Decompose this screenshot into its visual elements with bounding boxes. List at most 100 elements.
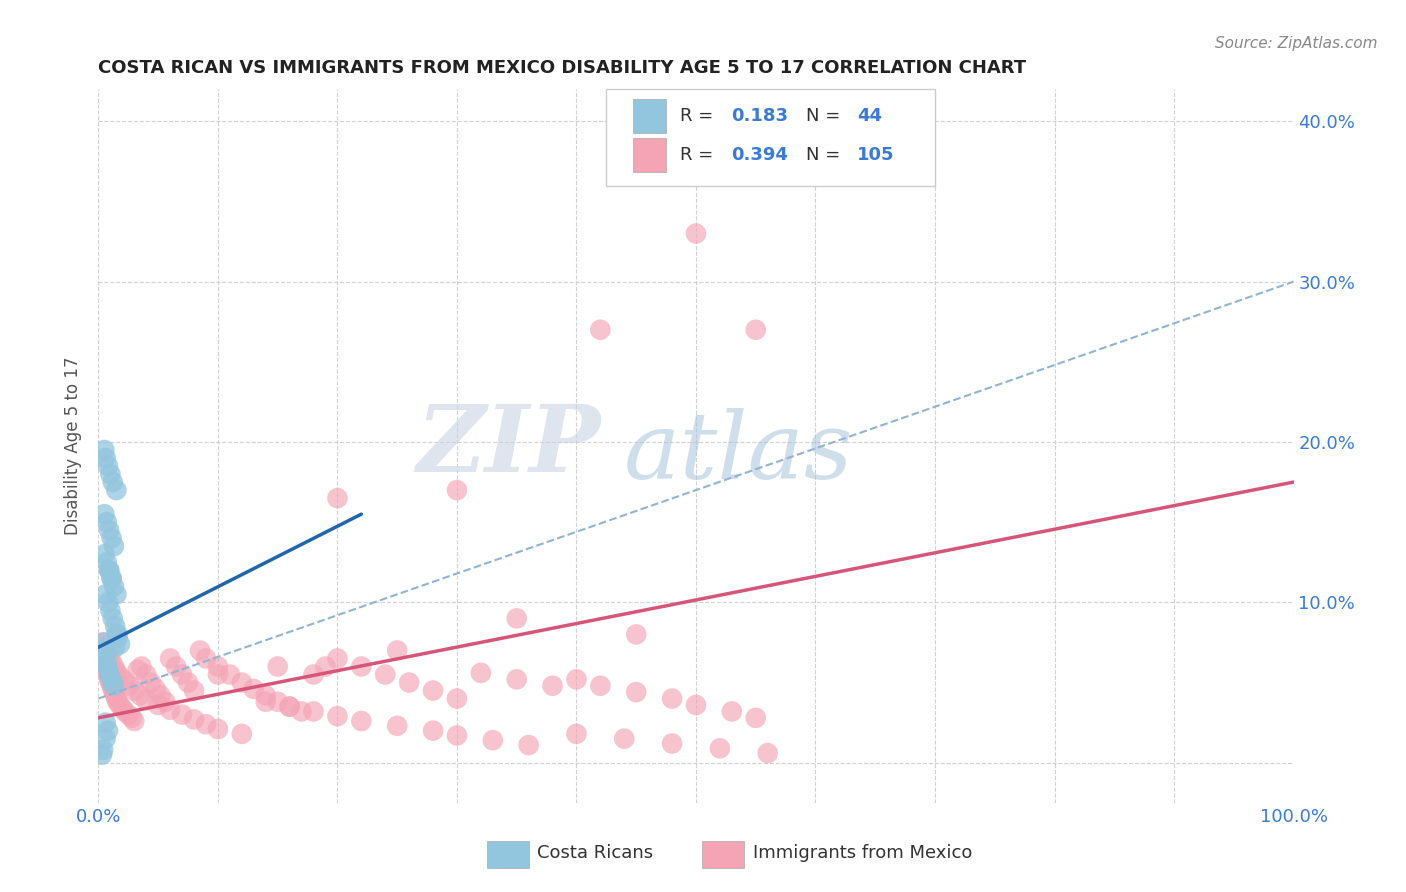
Point xyxy=(506,673,529,687)
Point xyxy=(589,679,612,693)
Point xyxy=(97,458,120,473)
Point xyxy=(589,323,612,337)
Point xyxy=(398,675,420,690)
Point xyxy=(145,681,167,696)
Point xyxy=(96,515,118,529)
Point xyxy=(108,698,131,712)
Point xyxy=(506,611,529,625)
Point xyxy=(105,587,128,601)
Point xyxy=(98,467,122,481)
Point xyxy=(108,669,131,683)
Point xyxy=(91,635,114,649)
Point xyxy=(165,659,187,673)
FancyBboxPatch shape xyxy=(633,99,666,134)
FancyBboxPatch shape xyxy=(486,841,529,869)
Point xyxy=(94,715,117,730)
Point xyxy=(96,657,118,671)
Point xyxy=(159,651,181,665)
Point xyxy=(278,699,301,714)
FancyBboxPatch shape xyxy=(606,89,935,186)
Point xyxy=(93,640,115,655)
Point xyxy=(685,227,707,241)
Point xyxy=(124,714,146,728)
Point xyxy=(135,693,157,707)
Point xyxy=(278,699,301,714)
Point xyxy=(127,663,149,677)
Point xyxy=(104,640,127,655)
Point xyxy=(97,595,120,609)
Point xyxy=(129,689,152,703)
Text: COSTA RICAN VS IMMIGRANTS FROM MEXICO DISABILITY AGE 5 TO 17 CORRELATION CHART: COSTA RICAN VS IMMIGRANTS FROM MEXICO DI… xyxy=(98,59,1026,77)
Point xyxy=(91,643,114,657)
Y-axis label: Disability Age 5 to 17: Disability Age 5 to 17 xyxy=(65,357,83,535)
Point xyxy=(93,507,115,521)
Text: Immigrants from Mexico: Immigrants from Mexico xyxy=(754,844,973,862)
Point xyxy=(302,705,325,719)
Point xyxy=(267,659,290,673)
Point xyxy=(94,450,117,465)
Point xyxy=(219,667,242,681)
Point xyxy=(91,743,114,757)
Point xyxy=(103,539,125,553)
Point xyxy=(135,667,157,681)
Point xyxy=(183,683,205,698)
Point xyxy=(661,691,683,706)
Point xyxy=(98,563,121,577)
Point xyxy=(374,667,396,681)
Point xyxy=(291,705,314,719)
Point xyxy=(207,659,229,673)
Text: Source: ZipAtlas.com: Source: ZipAtlas.com xyxy=(1215,36,1378,51)
Point xyxy=(114,673,136,688)
Point xyxy=(121,711,143,725)
Point xyxy=(422,723,444,738)
Text: 0.394: 0.394 xyxy=(731,146,787,164)
FancyBboxPatch shape xyxy=(633,137,666,172)
Text: atlas: atlas xyxy=(624,409,853,498)
Point xyxy=(105,691,128,706)
Point xyxy=(91,651,114,665)
Point xyxy=(446,691,468,706)
Point xyxy=(98,563,121,577)
Point xyxy=(103,579,125,593)
Point xyxy=(98,673,121,687)
Text: 105: 105 xyxy=(858,146,894,164)
Point xyxy=(107,631,129,645)
Point xyxy=(183,713,205,727)
Point xyxy=(98,523,121,537)
Point xyxy=(613,731,636,746)
Text: 0.183: 0.183 xyxy=(731,107,787,125)
Point xyxy=(517,738,540,752)
Point xyxy=(155,695,177,709)
Point xyxy=(103,685,125,699)
Point xyxy=(195,717,218,731)
Point xyxy=(254,695,277,709)
Point xyxy=(385,719,409,733)
Point xyxy=(745,711,768,725)
Point xyxy=(118,679,141,693)
Point xyxy=(103,679,125,693)
Point xyxy=(107,627,129,641)
Point xyxy=(96,555,118,569)
Point xyxy=(350,714,373,728)
Point xyxy=(104,619,127,633)
Point xyxy=(685,698,707,712)
Point xyxy=(96,663,118,677)
Point xyxy=(98,671,122,685)
FancyBboxPatch shape xyxy=(702,841,744,869)
Point xyxy=(97,667,120,681)
Point xyxy=(385,643,409,657)
Point xyxy=(231,675,253,690)
Point xyxy=(422,683,444,698)
Point xyxy=(100,571,122,585)
Point xyxy=(91,747,114,762)
Text: N =: N = xyxy=(806,107,846,125)
Point xyxy=(100,655,122,669)
Point xyxy=(131,659,153,673)
Point xyxy=(756,746,779,760)
Point xyxy=(745,323,768,337)
Point xyxy=(172,707,194,722)
Text: ZIP: ZIP xyxy=(416,401,600,491)
Point xyxy=(661,736,683,750)
Point xyxy=(103,659,125,673)
Point xyxy=(93,635,115,649)
